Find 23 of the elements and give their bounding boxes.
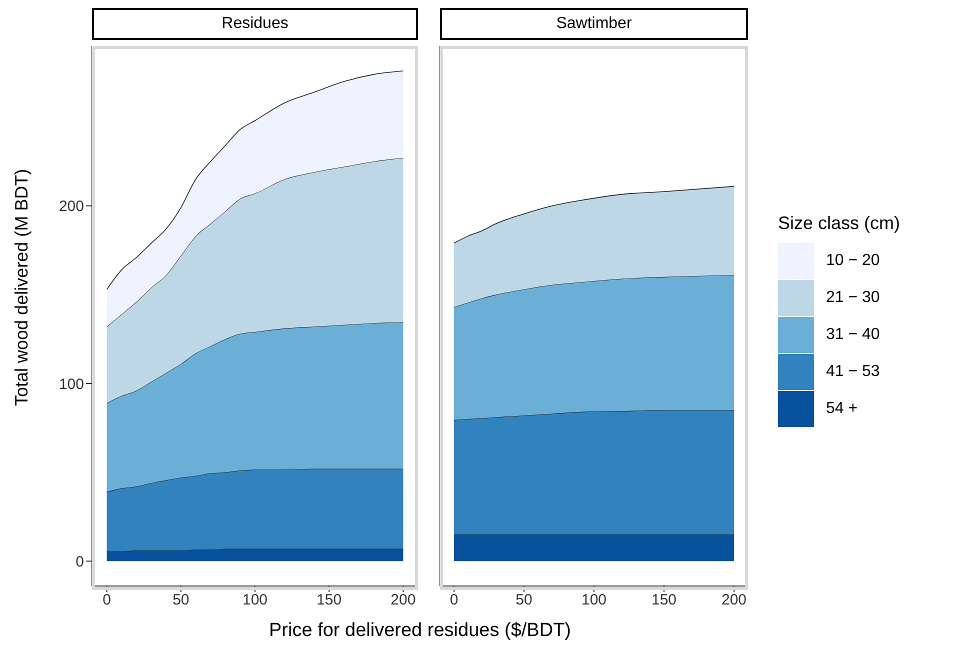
legend-label: 54 + (826, 400, 858, 418)
y-tick-label: 200 (58, 198, 84, 216)
x-tick-label: 150 (651, 592, 677, 609)
legend-label: 10 − 20 (826, 252, 880, 270)
x-tick-label: 200 (390, 592, 416, 609)
legend-title: Size class (cm) (778, 213, 900, 234)
x-tick-label: 200 (721, 592, 747, 609)
y-axis-title: Total wood delivered (M BDT) (11, 168, 32, 406)
x-tick-label: 0 (450, 592, 458, 609)
x-tick-label: 100 (242, 592, 268, 609)
y-tick-label: 0 (76, 553, 84, 570)
x-tick-label: 50 (172, 592, 190, 609)
chart-title: Sawtimber (440, 8, 748, 40)
x-axis-title: Price for delivered residues ($/BDT) (268, 620, 572, 642)
x-tick-label: 50 (516, 592, 532, 609)
legend-label: 41 − 53 (826, 362, 880, 380)
x-tick-label: 0 (102, 592, 111, 609)
legend-label: 31 − 40 (826, 326, 880, 344)
chart-title: Residues (92, 8, 418, 40)
y-tick-label: 100 (58, 376, 84, 393)
x-tick-label: 100 (581, 592, 607, 609)
x-tick-label: 150 (316, 592, 342, 609)
legend-label: 21 − 30 (826, 288, 880, 306)
